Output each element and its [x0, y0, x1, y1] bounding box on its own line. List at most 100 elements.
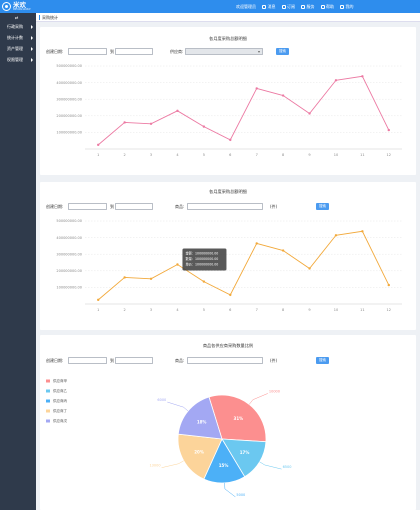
- y-tick-label: 400000000.00: [56, 81, 82, 85]
- welcome-text: 欢迎管理员: [236, 3, 256, 9]
- tab-indicator: [39, 15, 40, 20]
- nav-messages[interactable]: 消息: [262, 4, 276, 10]
- legend-label: 供应商丙: [53, 398, 67, 403]
- y-tick-label: 300000000.00: [56, 252, 82, 256]
- pie-leader-line: [224, 482, 236, 498]
- nav-help[interactable]: 帮助: [320, 4, 334, 10]
- collapse-icon: ⇄: [15, 14, 19, 20]
- x-tick-label: 5: [203, 308, 205, 312]
- pie-leader-line: [249, 393, 268, 405]
- x-tick-label: 6: [229, 308, 231, 312]
- product-label: 商品:: [175, 204, 185, 209]
- x-tick-label: 11: [360, 308, 364, 312]
- nav-service[interactable]: 服务: [301, 4, 315, 10]
- to-label: 到: [110, 204, 114, 209]
- x-tick-label: 8: [282, 308, 284, 312]
- start-date-input[interactable]: [68, 202, 107, 210]
- to-label: 到: [110, 358, 114, 363]
- logo-name: 米欢: [13, 1, 26, 10]
- sidebar-item-statistics[interactable]: 统计计数: [0, 32, 36, 43]
- legend-label: 供应商乙: [53, 388, 67, 393]
- x-tick-label: 7: [256, 308, 258, 312]
- line-chart-2: 500000000.00 400000000.00 300000000.00 2000…: [56, 219, 402, 312]
- legend-label: 供应商戊: [53, 418, 67, 423]
- tab-purchase-stats[interactable]: 采购统计: [39, 15, 58, 21]
- data-point: [334, 79, 338, 82]
- y-tick-label: 500000000.00: [56, 219, 82, 223]
- x-tick-label: 2: [124, 308, 126, 312]
- y-tick-label: 100000000.00: [56, 131, 82, 135]
- chevron-down-icon: [258, 50, 260, 53]
- nav-me[interactable]: 我的: [340, 4, 354, 10]
- start-date-label: 创建日期:: [46, 204, 64, 209]
- y-tick-label: 400000000.00: [56, 236, 82, 240]
- data-point: [229, 138, 232, 142]
- data-point: [387, 128, 390, 132]
- chat-icon: [281, 4, 286, 9]
- legend-swatch: [46, 379, 50, 383]
- help-icon: [320, 4, 325, 9]
- y-tick-label: 300000000.00: [56, 97, 82, 101]
- series-line: [97, 230, 390, 301]
- pie-leader-line: [161, 460, 184, 468]
- line-chart-1: 500000000.00 400000000.00 300000000.00 2000…: [56, 64, 402, 157]
- pie-percent-label: 15%: [219, 463, 229, 468]
- data-point: [255, 87, 258, 90]
- x-tick-label: 3: [150, 153, 152, 157]
- legend-swatch: [46, 409, 50, 413]
- search-button[interactable]: 搜索: [276, 47, 289, 55]
- data-point: [202, 280, 206, 283]
- top-header: 米欢 MIHUAN GROUP 欢迎管理员 消息 订阅 服务 帮助 我的: [0, 0, 420, 13]
- data-point: [97, 298, 100, 302]
- x-tick-label: 10: [334, 308, 338, 312]
- x-tick-label: 4: [176, 153, 179, 157]
- sidebar-item-permissions[interactable]: 权限管理: [0, 54, 36, 65]
- x-tick-label: 4: [176, 308, 179, 312]
- x-tick-label: 8: [282, 153, 284, 157]
- tooltip: 金额：100000000.00数量：100000000.00单价：1000000…: [182, 248, 227, 271]
- data-point: [334, 234, 338, 237]
- product-label: 商品:: [175, 358, 185, 363]
- end-date-input[interactable]: [115, 356, 153, 364]
- product-input[interactable]: [187, 202, 263, 210]
- chart-title: 各月度采购总额明细: [209, 189, 247, 194]
- start-date-input[interactable]: [68, 356, 107, 364]
- data-point: [97, 143, 100, 147]
- data-point: [123, 276, 126, 279]
- sidebar-item-admin-purchase[interactable]: 行政采购: [0, 21, 36, 32]
- x-tick-label: 6: [229, 153, 231, 157]
- pie-value-label: 10000: [269, 389, 280, 393]
- legend-label: 供应商丁: [53, 408, 67, 413]
- app-logo[interactable]: 米欢 MIHUAN GROUP: [2, 1, 36, 12]
- supplier-select[interactable]: [185, 47, 263, 55]
- x-tick-label: 12: [387, 153, 391, 157]
- data-point: [281, 94, 285, 97]
- x-tick-label: 12: [387, 308, 391, 312]
- logo-icon: [2, 2, 11, 11]
- data-point: [361, 75, 364, 78]
- nav-subscribe[interactable]: 订阅: [281, 4, 295, 10]
- unit-label: (件): [270, 204, 278, 209]
- start-date-input[interactable]: [68, 47, 107, 55]
- tooltip-box: [182, 248, 227, 271]
- search-button[interactable]: 搜索: [316, 356, 329, 364]
- sidebar-item-assets[interactable]: 资产管理: [0, 43, 36, 54]
- to-label: 到: [110, 49, 114, 54]
- pie-leader-line: [167, 401, 189, 412]
- data-point: [308, 112, 311, 115]
- unit-label: (件): [270, 358, 278, 363]
- data-point: [387, 283, 390, 287]
- tooltip-line: 单价：100000000.00: [185, 261, 218, 266]
- panel-monthly-total-supplier: 各月度采购总额明细 创建日期: 到 供应商: 搜索 500000000.00 40…: [40, 27, 416, 175]
- sidebar-toggle[interactable]: ⇄: [0, 13, 36, 21]
- product-input[interactable]: [187, 356, 263, 364]
- end-date-input[interactable]: [115, 47, 153, 55]
- x-tick-label: 5: [203, 153, 205, 157]
- data-point: [229, 293, 232, 297]
- panel-supplier-ratio: 商品各供应商采购数量比例 创建日期: 到 商品: (件) 搜索 供应商甲 供应商乙…: [40, 335, 416, 510]
- search-button[interactable]: 搜索: [316, 202, 329, 210]
- end-date-input[interactable]: [115, 202, 153, 210]
- data-point: [361, 230, 364, 233]
- y-tick-label: 500000000.00: [56, 64, 82, 68]
